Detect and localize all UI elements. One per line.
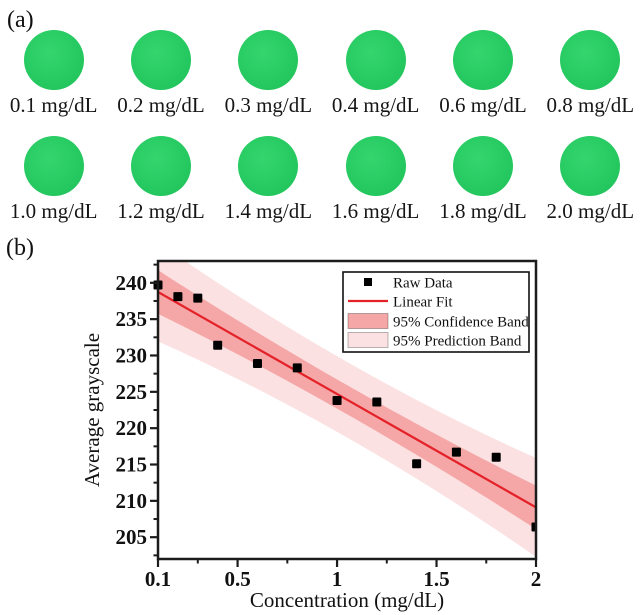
y-tick-label: 225: [116, 380, 148, 404]
sample-concentration-label: 0.4 mg/dL: [331, 93, 420, 117]
sample-cell: 0.4 mg/dL: [322, 30, 429, 117]
sample-cell: 1.4 mg/dL: [215, 136, 322, 223]
sample-concentration-label: 1.0 mg/dL: [9, 199, 98, 223]
sample-concentration-label: 0.8 mg/dL: [546, 93, 635, 117]
raw-data-point: [372, 397, 382, 407]
sample-concentration-label: 1.4 mg/dL: [224, 199, 313, 223]
raw-data-point: [292, 363, 302, 373]
sample-cell: 1.8 mg/dL: [429, 136, 536, 223]
sample-spot: [452, 30, 513, 90]
sample-cell: 1.0 mg/dL: [0, 136, 107, 223]
sample-spot: [130, 136, 191, 196]
x-tick-label: 0.5: [224, 567, 250, 591]
sample-cell: 0.3 mg/dL: [215, 30, 322, 117]
panel-b: 0.1 0.5 1 1.5 2 205 210 215 220 225 230 235 240 Conce…: [0, 230, 644, 615]
legend-band-swatch: [347, 313, 389, 329]
sample-concentration-label: 1.6 mg/dL: [331, 199, 420, 223]
sample-concentration-label: 0.6 mg/dL: [439, 93, 527, 117]
y-tick-label: 210: [116, 489, 148, 513]
raw-data-point: [252, 358, 262, 368]
sample-cell: 0.2 mg/dL: [107, 30, 214, 117]
y-tick-label: 215: [116, 453, 148, 477]
sample-concentration-label: 0.1 mg/dL: [9, 93, 98, 117]
sample-cell: 1.2 mg/dL: [107, 136, 214, 223]
y-axis: 205 210 215 220 225 230 235 240: [116, 263, 158, 557]
sample-cell: 0.8 mg/dL: [537, 30, 644, 117]
sample-row-2: 1.0 mg/dL 1.2 mg/dL 1.4 mg/dL 1.6 mg/dL 1.8 …: [0, 136, 644, 223]
y-axis-title: Average grayscale: [80, 333, 104, 487]
raw-data-point: [412, 459, 422, 469]
sample-concentration-label: 0.2 mg/dL: [117, 93, 205, 117]
legend-entry-label: 95% Prediction Band: [393, 334, 522, 350]
sample-spot: [238, 30, 299, 90]
x-tick-label: 1: [332, 567, 343, 591]
sample-spot: [560, 30, 621, 90]
raw-data-point: [332, 396, 342, 406]
sample-concentration-label: 1.2 mg/dL: [117, 199, 205, 223]
panel-a-label: (a): [7, 7, 34, 33]
raw-data-point: [193, 293, 203, 303]
raw-data-point: [173, 292, 183, 302]
sample-spot: [560, 136, 621, 196]
sample-spot: [452, 136, 513, 196]
panel-b-label: (b): [6, 235, 34, 261]
x-tick-label: 2: [531, 567, 542, 591]
sample-spot: [345, 136, 406, 196]
y-tick-label: 235: [116, 307, 148, 331]
linear-fit-line: [158, 291, 536, 509]
sample-cell: 1.6 mg/dL: [322, 136, 429, 223]
sample-concentration-label: 2.0 mg/dL: [546, 199, 635, 223]
sample-spot: [23, 30, 84, 90]
sample-concentration-label: 1.8 mg/dL: [439, 199, 527, 223]
sample-cell: 0.6 mg/dL: [429, 30, 536, 117]
raw-data-point: [213, 340, 223, 350]
calibration-chart: 0.1 0.5 1 1.5 2 205 210 215 220 225 230 235 240 Conce…: [80, 259, 541, 612]
raw-data-point: [491, 452, 501, 462]
sample-cell: 2.0 mg/dL: [537, 136, 644, 223]
sample-spot: [130, 30, 191, 90]
sample-spot: [238, 136, 299, 196]
legend: Raw Data Linear Fit 95% Confidence Band 95%…: [342, 271, 530, 353]
sample-spot: [23, 136, 84, 196]
x-tick-label: 0.1: [145, 567, 171, 591]
x-axis-title: Concentration (mg/dL): [250, 588, 444, 612]
legend-marker-swatch: [364, 278, 372, 286]
sample-cell: 0.1 mg/dL: [0, 30, 107, 117]
x-axis: 0.1 0.5 1 1.5 2: [145, 559, 541, 591]
y-tick-label: 230: [116, 343, 148, 367]
y-tick-label: 240: [116, 271, 148, 295]
panel-a: (a) 0.1 mg/dL 0.2 mg/dL 0.3 mg/dL 0.4 mg/dL…: [0, 0, 644, 230]
legend-entry-label: 95% Confidence Band: [393, 315, 529, 331]
y-tick-label: 205: [116, 525, 148, 549]
sample-spot: [345, 30, 406, 90]
legend-entry-label: Linear Fit: [393, 295, 453, 311]
legend-entry-label: Raw Data: [393, 276, 453, 292]
legend-band-swatch: [347, 332, 389, 348]
sample-concentration-label: 0.3 mg/dL: [224, 93, 313, 117]
y-tick-label: 220: [116, 416, 148, 440]
raw-data-point: [451, 447, 461, 457]
sample-row-1: 0.1 mg/dL 0.2 mg/dL 0.3 mg/dL 0.4 mg/dL 0.6 …: [0, 30, 644, 117]
x-tick-label: 1.5: [423, 567, 449, 591]
